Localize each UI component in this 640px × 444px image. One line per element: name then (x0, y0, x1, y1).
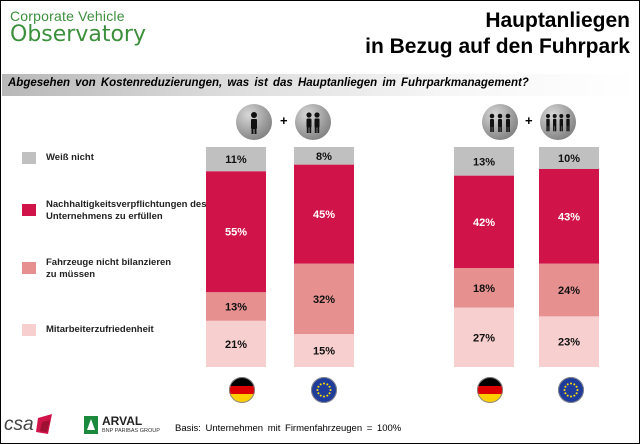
germany-flag-icon (229, 377, 255, 403)
bar-segment (294, 334, 354, 367)
bar-segment (454, 175, 514, 268)
bar-segment (294, 147, 354, 165)
legend-swatch (22, 262, 36, 274)
bar-segment (539, 316, 599, 367)
legend-label: Nachhaltigkeitsverpflichtungen des Unter… (46, 199, 207, 222)
plus-sign: + (525, 113, 533, 128)
legend-swatch (22, 324, 36, 336)
bar-value-label: 45% (313, 209, 335, 221)
two-persons-icon (295, 104, 331, 140)
bar-value-label: 18% (473, 283, 495, 295)
bar-value-label: 42% (473, 217, 495, 229)
question-bar: Abgesehen von Kostenreduzierungen, was i… (2, 74, 637, 96)
bar-segment (206, 171, 266, 293)
bar-segment (539, 263, 599, 317)
arval-subtitle: BNP PARIBAS GROUP (102, 428, 160, 434)
bar-segment (206, 320, 266, 367)
page-title: Hauptanliegen in Bezug auf den Fuhrpark (365, 8, 630, 60)
bar-value-label: 13% (225, 302, 247, 314)
basis-note: Basis: Unternehmen mit Firmenfahrzeugen … (175, 423, 402, 434)
title-line2: in Bezug auf den Fuhrpark (365, 35, 630, 58)
legend-label: Weiß nicht (46, 152, 94, 163)
eu-flag-icon (311, 377, 337, 403)
four-persons-icon (540, 104, 576, 140)
bar-value-label: 43% (558, 211, 580, 223)
person-icon (236, 104, 272, 140)
bar-segment (206, 292, 266, 321)
bar-value-label: 8% (316, 151, 332, 163)
bar-segment (294, 263, 354, 334)
bar-value-label: 10% (558, 153, 580, 165)
germany-flag-icon (477, 377, 503, 403)
csa-logo: csa (4, 414, 34, 435)
bar-segment (454, 307, 514, 367)
bar-segment (539, 147, 599, 169)
bar-segment (454, 268, 514, 308)
title-line1: Hauptanliegen (485, 9, 630, 32)
bar-value-label: 15% (313, 346, 335, 358)
bar-value-label: 24% (558, 285, 580, 297)
csa-logo-mark (36, 414, 52, 434)
logo-line1: Corporate Vehicle (10, 8, 125, 24)
three-persons-icon (482, 104, 518, 140)
bar-segment (206, 147, 266, 172)
arval-name: ARVAL (102, 414, 143, 428)
question-text: Abgesehen von Kostenreduzierungen, was i… (8, 77, 529, 89)
bar-segment (294, 164, 354, 264)
bar-segment (539, 169, 599, 264)
legend-label: Fahrzeuge nicht bilanzieren zu müssen (46, 257, 172, 280)
bar-segment (454, 147, 514, 176)
logo-line2: Observatory (10, 22, 146, 47)
legend-label: Mitarbeiterzufriedenheit (46, 324, 154, 335)
bar-value-label: 21% (225, 339, 247, 351)
eu-flag-icon (558, 377, 584, 403)
bar-value-label: 27% (473, 332, 495, 344)
bar-value-label: 23% (558, 337, 580, 349)
bar-value-label: 55% (225, 227, 247, 239)
bar-value-label: 13% (473, 156, 495, 168)
legend-swatch (22, 152, 36, 164)
legend-swatch (22, 204, 36, 216)
bar-value-label: 11% (225, 154, 247, 166)
plus-sign: + (280, 113, 288, 128)
cvo-logo: Corporate Vehicle Observatory (6, 6, 146, 52)
bar-value-label: 32% (313, 294, 335, 306)
